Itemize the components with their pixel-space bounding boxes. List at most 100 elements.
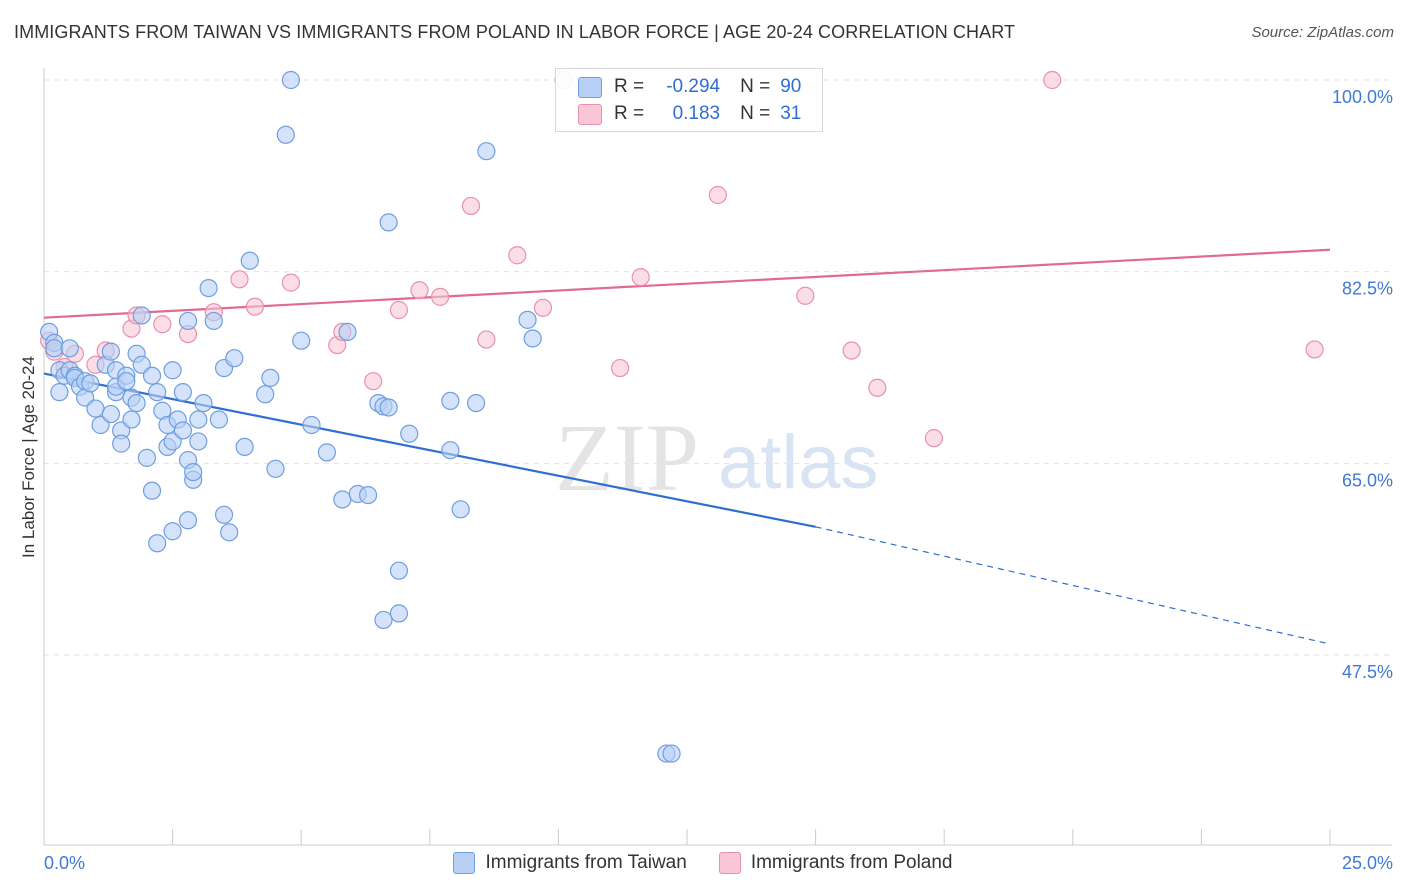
data-point-taiwan [173,421,192,440]
data-point-taiwan [86,399,105,418]
data-point-taiwan [189,432,208,451]
legend-swatch-taiwan [453,852,476,874]
chart-title: IMMIGRANTS FROM TAIWAN VS IMMIGRANTS FRO… [14,22,1016,42]
data-point-poland [1043,70,1062,90]
legend-n-value-taiwan: 90 [780,76,802,97]
data-point-taiwan [523,329,542,348]
axes [43,68,1392,846]
source-attribution: Source: ZipAtlas.com [1251,24,1394,41]
data-point-poland [924,429,944,448]
data-point-taiwan [379,213,398,232]
data-point-taiwan [132,306,151,325]
data-point-poland [611,358,630,378]
data-point-taiwan [194,393,213,413]
data-point-taiwan [101,342,120,361]
data-point-taiwan [281,70,301,90]
data-point-taiwan [189,410,208,429]
legend-label-poland: Immigrants from Poland [750,852,953,873]
data-point-taiwan [240,251,259,270]
watermark-atlas: atlas [718,420,879,505]
watermark-zip: ZIP [555,404,699,511]
data-point-taiwan [441,441,460,460]
data-point-poland [281,273,301,292]
data-point-taiwan [662,744,681,763]
legend-label-taiwan: Immigrants from Taiwan [485,852,687,873]
legend-item-poland: Immigrants from Poland [718,852,953,874]
data-point-taiwan [338,322,357,342]
data-point-taiwan [101,404,120,424]
data-point-poland [364,372,383,391]
data-point-taiwan [122,410,141,429]
data-point-taiwan [389,561,409,580]
data-point-poland [245,297,265,316]
legend-n-value-poland: 31 [780,103,802,124]
data-point-taiwan [292,331,311,350]
x-tick-label: 0.0% [44,853,85,873]
y-tick-label: 82.5% [1342,279,1393,299]
data-point-poland [389,300,409,320]
data-point-taiwan [225,349,244,368]
data-point-poland [868,378,887,397]
data-point-taiwan [178,511,198,530]
data-point-taiwan [441,391,460,411]
data-point-taiwan [389,604,409,623]
data-point-poland [842,341,861,360]
x-tick-label: 25.0% [1342,853,1393,873]
data-point-taiwan [112,434,131,453]
data-point-taiwan [142,366,162,385]
y-tick-label: 100.0% [1332,87,1393,107]
data-point-taiwan [117,372,136,391]
series-taiwan-points [40,70,681,763]
data-point-taiwan [184,462,203,482]
data-point-taiwan [358,485,378,505]
data-point-taiwan [256,385,275,404]
legend-r-label: R = [614,103,645,124]
legend-r-value-poland: 0.183 [672,103,721,124]
legend-r-label: R = [614,76,645,97]
legend-swatch-poland [578,103,602,125]
legend-item-taiwan: Immigrants from Taiwan [453,852,687,874]
data-point-taiwan [261,368,280,388]
data-point-poland [410,281,429,300]
legend-n-label: N = [740,103,771,124]
data-point-taiwan [50,383,69,402]
legend-row-taiwan: R = -0.294 N = 90 [578,74,801,100]
data-point-taiwan [302,415,321,435]
data-point-taiwan [518,310,537,329]
data-point-taiwan [379,398,398,417]
data-point-poland [533,298,553,317]
legend-r-value-taiwan: -0.294 [666,76,721,97]
y-tick-label: 47.5% [1342,662,1393,682]
data-point-taiwan [45,339,64,358]
data-point-taiwan [148,534,167,553]
series-legend: Immigrants from Taiwan Immigrants from P… [0,852,1406,874]
data-point-taiwan [451,500,470,519]
legend-n-label: N = [740,76,771,97]
grid-lines [44,79,1392,656]
legend-swatch-poland [718,852,741,874]
data-point-poland [708,185,727,205]
data-point-taiwan [477,142,496,161]
data-point-taiwan [317,443,337,462]
data-point-taiwan [199,278,218,298]
data-point-poland [1305,340,1324,359]
watermark: ZIP atlas [555,404,879,511]
data-point-taiwan [137,448,156,467]
y-tick-label: 65.0% [1342,470,1393,490]
data-point-taiwan [220,523,239,542]
data-point-poland [153,315,172,334]
data-point-taiwan [466,393,486,413]
tick-labels: 100.0% 82.5% 65.0% 47.5% 0.0% 25.0% [44,87,1393,873]
data-point-poland [230,270,249,289]
data-point-poland [631,268,650,287]
data-point-taiwan [266,459,285,478]
data-point-poland [477,330,496,349]
data-point-taiwan [178,311,198,331]
data-point-taiwan [60,339,79,358]
legend-row-poland: R = 0.183 N = 31 [578,101,801,127]
data-point-taiwan [333,490,352,509]
trend-line-taiwan [43,372,816,528]
data-point-poland [461,196,481,216]
correlation-legend: R = -0.294 N = 90 R = 0.183 N = 31 [555,68,823,132]
